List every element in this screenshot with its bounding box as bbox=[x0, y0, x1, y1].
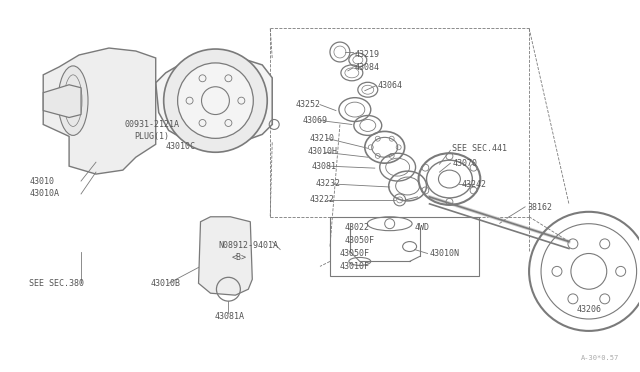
Text: SEE SEC.380: SEE SEC.380 bbox=[29, 279, 84, 288]
Polygon shape bbox=[44, 85, 81, 118]
Text: 4WD: 4WD bbox=[415, 223, 429, 232]
Text: 43010B: 43010B bbox=[151, 279, 180, 288]
Text: 43084: 43084 bbox=[355, 63, 380, 73]
Text: 43010: 43010 bbox=[29, 177, 54, 186]
Text: 43022: 43022 bbox=[345, 223, 370, 232]
Circle shape bbox=[178, 63, 253, 138]
Text: 00931-2121A: 00931-2121A bbox=[125, 120, 180, 129]
Text: <B>: <B> bbox=[232, 253, 246, 262]
Text: 43081: 43081 bbox=[312, 162, 337, 171]
Circle shape bbox=[164, 49, 268, 152]
Text: 43222: 43222 bbox=[310, 195, 335, 204]
Text: 43069: 43069 bbox=[302, 116, 327, 125]
Text: 43210: 43210 bbox=[310, 134, 335, 143]
Polygon shape bbox=[198, 217, 252, 295]
Text: 43010F: 43010F bbox=[340, 262, 370, 271]
Text: 43010A: 43010A bbox=[29, 189, 60, 198]
Polygon shape bbox=[156, 57, 272, 144]
Text: 43070: 43070 bbox=[452, 159, 477, 168]
Text: 43232: 43232 bbox=[316, 179, 341, 187]
Text: 43064: 43064 bbox=[378, 81, 403, 90]
Text: SEE SEC.441: SEE SEC.441 bbox=[452, 144, 508, 153]
Text: 43010N: 43010N bbox=[429, 249, 460, 258]
Text: 43219: 43219 bbox=[355, 51, 380, 60]
Text: 43252: 43252 bbox=[295, 100, 320, 109]
Bar bbox=[330, 217, 479, 276]
Polygon shape bbox=[44, 48, 156, 174]
Text: 43050F: 43050F bbox=[340, 249, 370, 258]
Text: 43206: 43206 bbox=[577, 305, 602, 314]
Text: 43242: 43242 bbox=[461, 180, 486, 189]
Text: 43010H: 43010H bbox=[308, 147, 338, 156]
Text: 43010C: 43010C bbox=[166, 142, 196, 151]
Ellipse shape bbox=[58, 66, 88, 135]
Text: 43081A: 43081A bbox=[214, 311, 244, 321]
Text: N08912-9401A: N08912-9401A bbox=[218, 241, 278, 250]
Text: PLUG(1): PLUG(1) bbox=[134, 132, 169, 141]
Text: 43050F: 43050F bbox=[345, 236, 375, 245]
Text: 38162: 38162 bbox=[527, 203, 552, 212]
Text: A-30*0.57: A-30*0.57 bbox=[580, 355, 619, 361]
